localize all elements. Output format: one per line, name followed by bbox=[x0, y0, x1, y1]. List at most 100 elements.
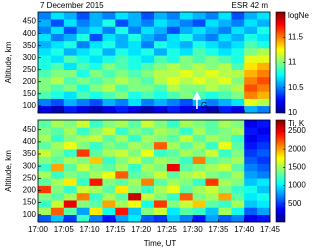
heatmap-cell bbox=[257, 200, 271, 208]
heatmap-cell bbox=[244, 156, 258, 165]
heatmap-cell bbox=[89, 69, 103, 78]
heatmap-cell bbox=[192, 48, 206, 56]
heatmap-cell bbox=[231, 55, 245, 63]
heatmap-cell bbox=[179, 149, 193, 157]
heatmap-cell bbox=[89, 40, 103, 49]
heatmap-cell bbox=[115, 207, 129, 216]
heatmap-cell bbox=[231, 207, 245, 216]
heatmap-cell bbox=[192, 134, 206, 143]
heatmap-cell bbox=[218, 120, 232, 128]
heatmap-cell bbox=[257, 141, 271, 150]
heatmap-cell bbox=[63, 84, 77, 92]
heatmap-cell bbox=[205, 69, 219, 78]
heatmap-cell bbox=[115, 214, 129, 223]
y-tick-label: 200 bbox=[23, 77, 37, 86]
heatmap-cell bbox=[128, 200, 142, 208]
heatmap-cell bbox=[179, 69, 193, 78]
colorbar-tick-label: 1000 bbox=[288, 181, 306, 190]
heatmap-cell bbox=[50, 214, 65, 223]
heatmap-cell bbox=[244, 163, 258, 172]
heatmap-cell bbox=[257, 48, 271, 56]
heatmap-cell bbox=[166, 127, 181, 135]
x-tick-label: 17:15 bbox=[105, 225, 126, 234]
heatmap-cell bbox=[205, 33, 219, 42]
heatmap-cell bbox=[38, 76, 52, 85]
heatmap-cell bbox=[128, 207, 142, 216]
heatmap-cell bbox=[63, 134, 77, 143]
heatmap-cell bbox=[244, 120, 258, 128]
heatmap-cell bbox=[231, 120, 245, 128]
heatmap-cell bbox=[76, 156, 90, 165]
heatmap-cell bbox=[205, 26, 219, 34]
heatmap-cell bbox=[231, 185, 245, 194]
heatmap-cell bbox=[50, 98, 65, 107]
heatmap-cell bbox=[89, 141, 103, 150]
x-tick-label: 17:10 bbox=[80, 225, 101, 234]
heatmap-cell bbox=[63, 200, 77, 208]
heatmap-cell bbox=[76, 171, 90, 179]
heatmap-cell bbox=[102, 91, 116, 99]
heatmap-cell bbox=[192, 55, 206, 63]
heatmap-cell bbox=[218, 134, 232, 143]
heatmap-cell bbox=[89, 149, 103, 157]
annotation-label: G bbox=[201, 101, 207, 110]
heatmap-cell bbox=[192, 185, 206, 194]
heatmap-cell bbox=[244, 91, 258, 99]
heatmap-cell bbox=[166, 156, 181, 165]
heatmap-cell bbox=[128, 19, 142, 27]
heatmap-cell bbox=[244, 105, 258, 114]
heatmap-cell bbox=[50, 134, 65, 143]
heatmap-cell bbox=[141, 141, 155, 150]
heatmap-cell bbox=[192, 84, 206, 92]
heatmap-cell bbox=[115, 33, 129, 42]
heatmap-cell bbox=[192, 98, 206, 107]
heatmap-cell bbox=[257, 192, 271, 201]
y-tick-label: 450 bbox=[23, 17, 37, 26]
heatmap-cell bbox=[128, 178, 142, 186]
heatmap-cell bbox=[179, 120, 193, 128]
heatmap-cell bbox=[76, 19, 90, 27]
heatmap-cell bbox=[205, 105, 219, 114]
heatmap-cell bbox=[218, 178, 232, 186]
heatmap-cell bbox=[38, 55, 52, 63]
heatmap-cell bbox=[50, 127, 65, 135]
heatmap-cell bbox=[218, 26, 232, 34]
heatmap-cell bbox=[257, 134, 271, 143]
heatmap-cell bbox=[154, 178, 168, 186]
heatmap-cell bbox=[115, 98, 129, 107]
colorbar-label: logNe bbox=[288, 11, 309, 20]
heatmap-cell bbox=[154, 141, 168, 150]
heatmap-cell bbox=[192, 33, 206, 42]
heatmap-cell bbox=[89, 156, 103, 165]
heatmap-cell bbox=[205, 207, 219, 216]
heatmap-cell bbox=[115, 200, 129, 208]
heatmap-cell bbox=[179, 200, 193, 208]
heatmap-cell bbox=[205, 163, 219, 172]
heatmap-cell bbox=[154, 76, 168, 85]
heatmap-cell bbox=[102, 178, 116, 186]
date-title: 7 December 2015 bbox=[40, 1, 104, 10]
heatmap-cell bbox=[89, 178, 103, 186]
heatmap-cell bbox=[154, 62, 168, 71]
colorbar-tick-label: 1500 bbox=[288, 162, 306, 171]
heatmap-cell bbox=[154, 171, 168, 179]
heatmap-cell bbox=[128, 141, 142, 150]
heatmap-cell bbox=[231, 178, 245, 186]
heatmap-cell bbox=[89, 163, 103, 172]
heatmap-cell bbox=[50, 156, 65, 165]
heatmap-cell bbox=[89, 55, 103, 63]
colorbar-tick-label: 11.5 bbox=[288, 32, 304, 41]
heatmap-cell bbox=[128, 105, 142, 114]
heatmap-cell bbox=[50, 185, 65, 194]
instrument-label: ESR 42 m bbox=[232, 1, 269, 10]
y-tick-label: 150 bbox=[23, 89, 37, 98]
heatmap-cell bbox=[257, 120, 271, 128]
heatmap-cell bbox=[38, 178, 52, 186]
heatmap-cell bbox=[257, 171, 271, 179]
heatmap-cell bbox=[205, 91, 219, 99]
heatmap-cell bbox=[218, 40, 232, 49]
heatmap-cell bbox=[257, 33, 271, 42]
heatmap-cell bbox=[179, 185, 193, 194]
heatmap-cell bbox=[115, 156, 129, 165]
heatmap-cell bbox=[141, 127, 155, 135]
